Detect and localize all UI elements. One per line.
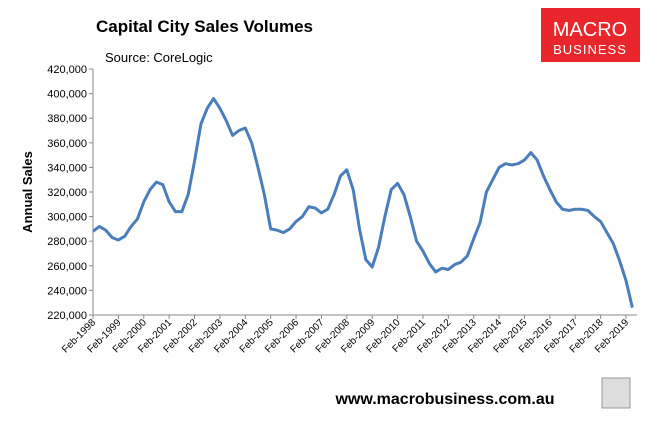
y-tick-label: 300,000 xyxy=(47,212,87,224)
chart-title: Capital City Sales Volumes xyxy=(96,17,313,36)
y-tick-label: 340,000 xyxy=(47,162,87,174)
y-tick-label: 420,000 xyxy=(47,64,87,76)
y-tick-label: 380,000 xyxy=(47,113,87,125)
y-tick-label: 220,000 xyxy=(47,310,87,322)
y-tick-label: 400,000 xyxy=(47,89,87,101)
y-tick-label: 280,000 xyxy=(47,236,87,248)
logo-text: BUSINESS xyxy=(553,42,627,57)
chart-subtitle: Source: CoreLogic xyxy=(105,50,213,65)
y-axis-label: Annual Sales xyxy=(20,151,35,233)
logo-box xyxy=(541,8,640,62)
y-tick-label: 360,000 xyxy=(47,138,87,150)
logo-text: MACRO xyxy=(553,19,627,41)
y-tick-label: 240,000 xyxy=(47,285,87,297)
footer: www.macrobusiness.com.au xyxy=(334,391,554,408)
y-tick-label: 260,000 xyxy=(47,261,87,273)
data-line xyxy=(92,97,634,308)
wolf-icon xyxy=(601,377,631,409)
y-tick-label: 320,000 xyxy=(47,187,87,199)
